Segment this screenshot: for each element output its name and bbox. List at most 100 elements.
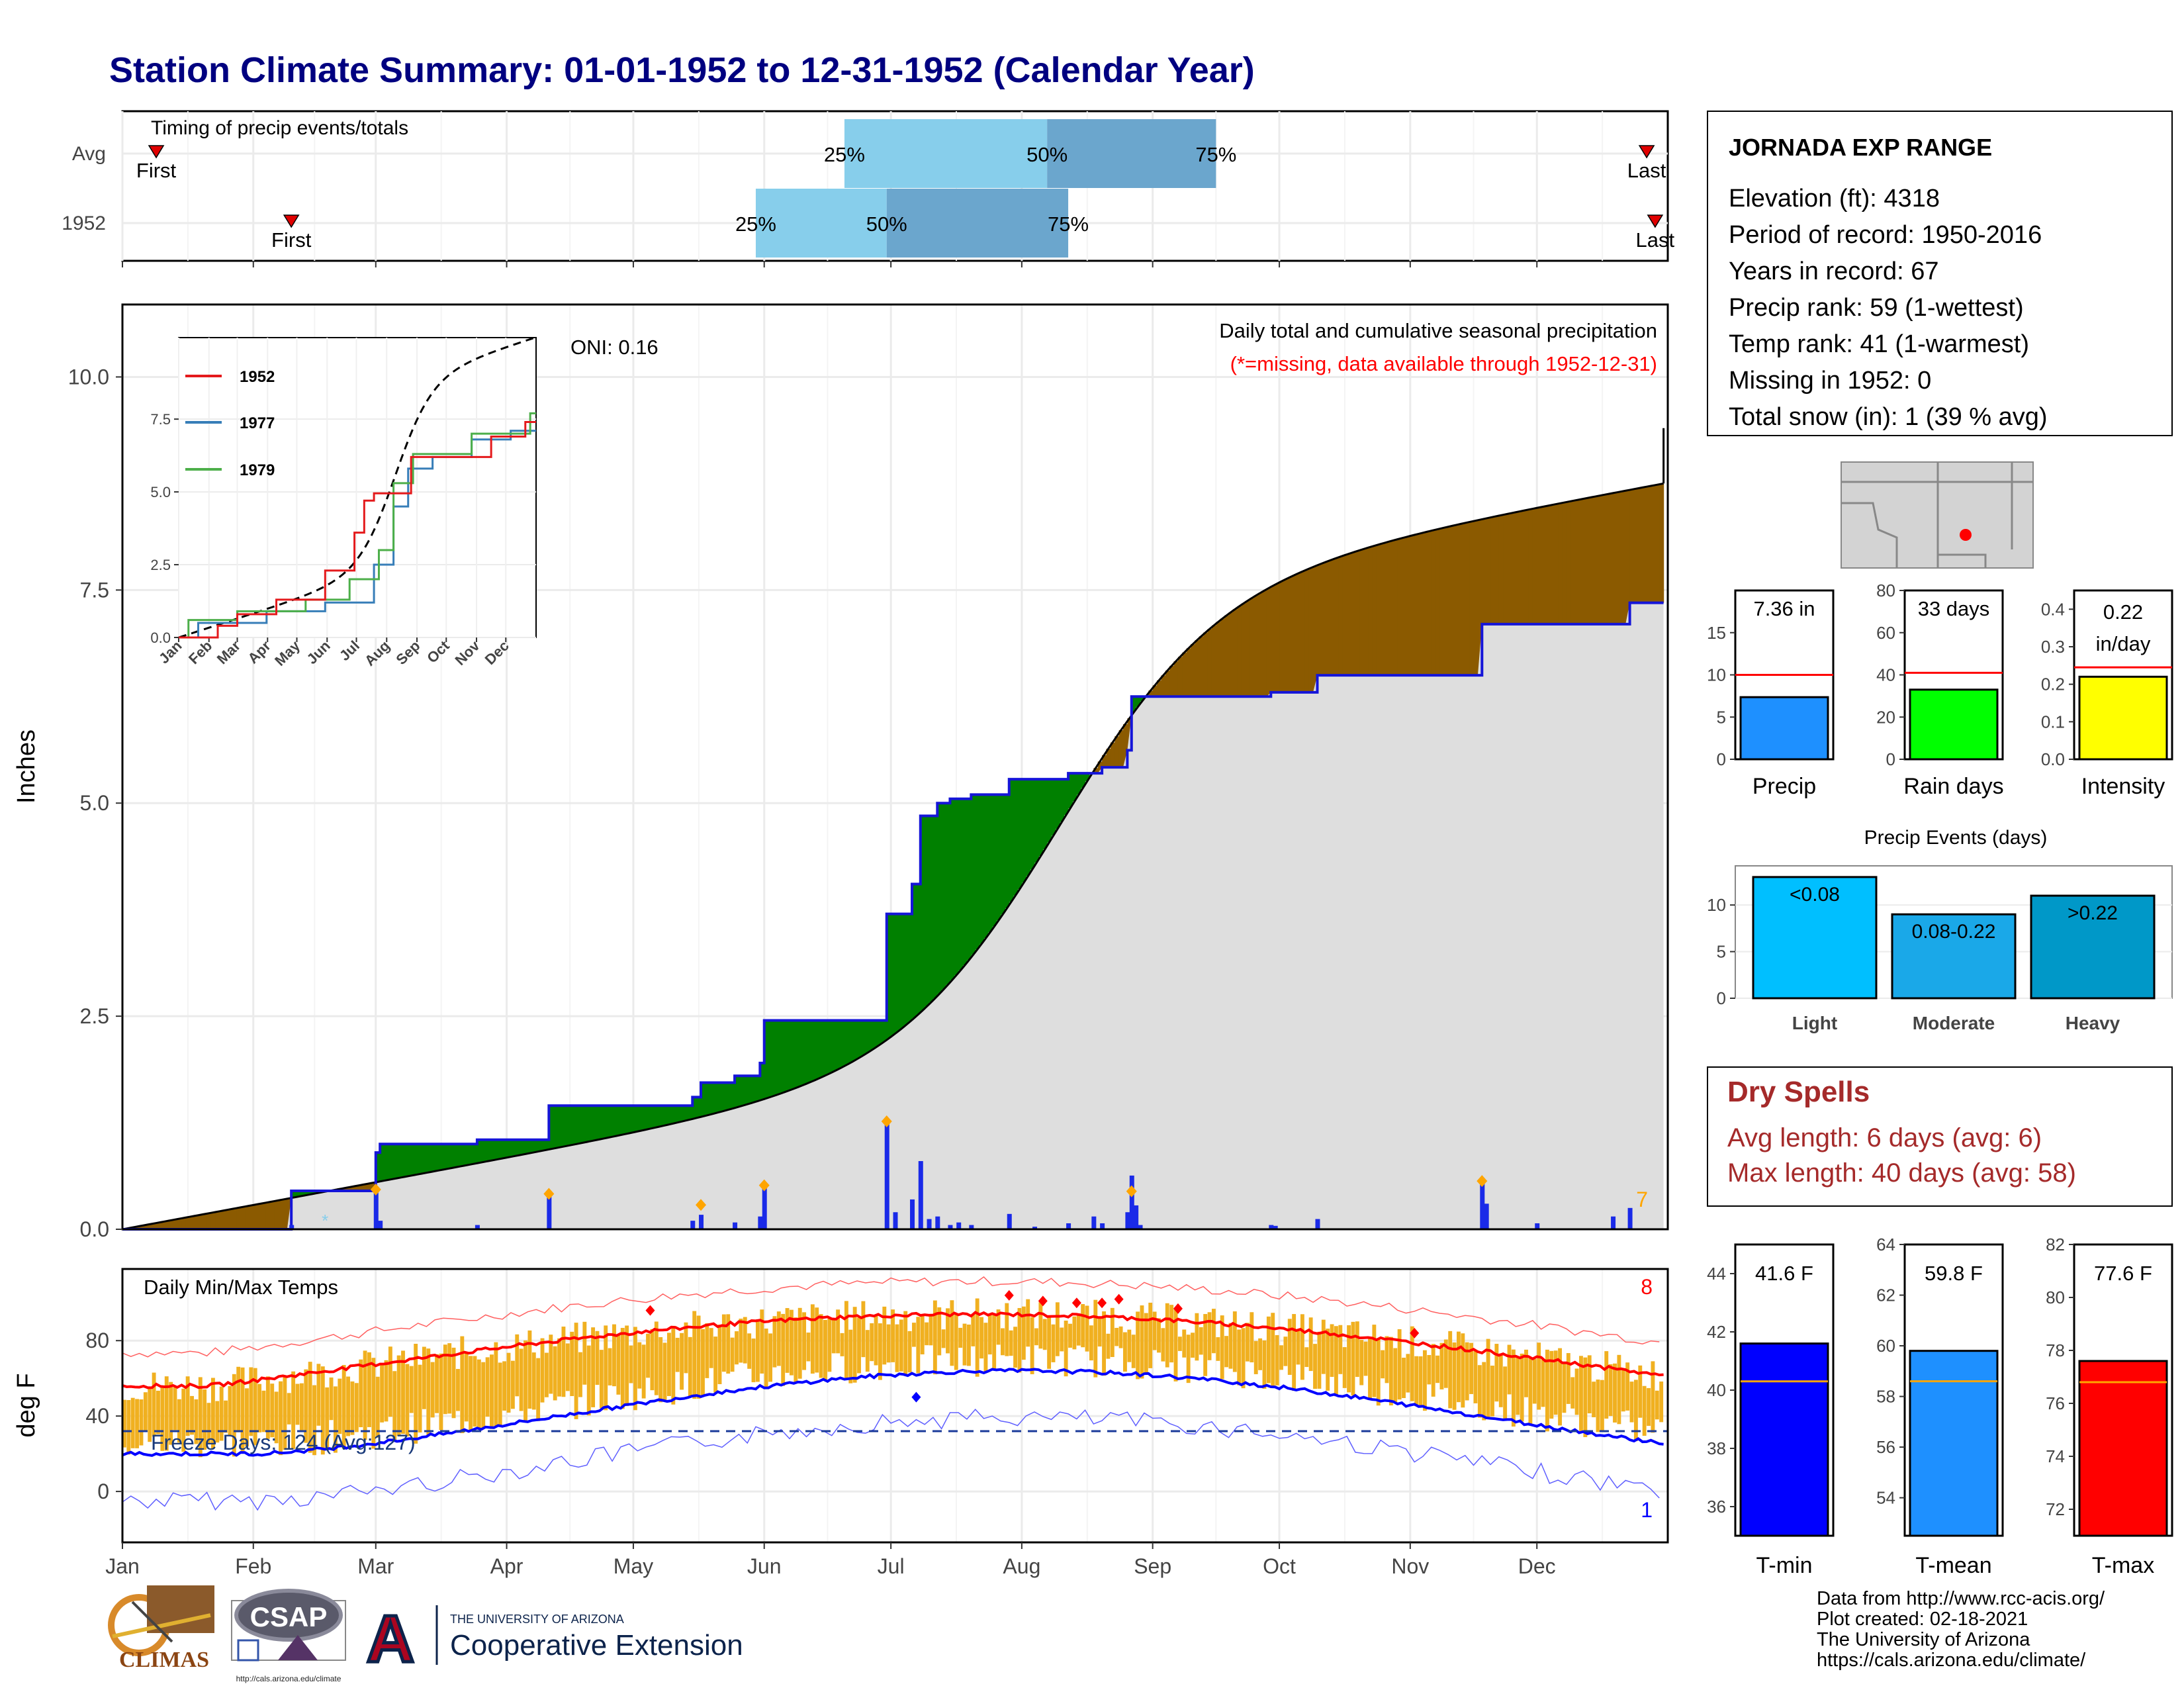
- precip-diff-band: [401, 1144, 406, 1178]
- daily-precip-bar: [1032, 1227, 1038, 1229]
- precip-diff-band: [599, 1105, 604, 1139]
- daily-precip-bar: [1100, 1223, 1105, 1229]
- precip-diff-band: [531, 1139, 537, 1152]
- precip-diff-band: [1651, 485, 1656, 603]
- precip-diff-band: [1524, 510, 1529, 624]
- daily-temp-range-bar: [185, 1376, 190, 1436]
- precip-diff-band: [561, 1105, 567, 1147]
- daily-temp-range-bar: [1477, 1365, 1482, 1418]
- precip-diff-band: [1334, 558, 1339, 676]
- daily-temp-range-bar: [130, 1397, 135, 1448]
- precip-diff-band: [966, 798, 972, 961]
- precip-diff-band: [1140, 696, 1145, 702]
- daily-temp-range-bar: [629, 1345, 633, 1383]
- precip-diff-band: [510, 1139, 516, 1156]
- precip-diff-band: [1608, 493, 1614, 624]
- daily-temp-range-bar: [1283, 1336, 1288, 1366]
- precip-diff-band: [933, 816, 938, 998]
- inset-ytick-label: 7.5: [150, 411, 171, 428]
- precip-diff-band: [907, 914, 913, 1022]
- daily-temp-range-bar: [666, 1333, 671, 1396]
- precip-diff-band: [190, 1216, 195, 1229]
- precip-diff-band: [1169, 665, 1175, 697]
- daily-temp-range-bar: [388, 1346, 392, 1417]
- precip-diff-band: [1228, 612, 1234, 697]
- daily-temp-range-bar: [1224, 1336, 1229, 1368]
- daily-temp-range-bar: [1503, 1366, 1508, 1419]
- daily-temp-range-bar: [1393, 1348, 1398, 1403]
- precip-diff-band: [717, 1082, 723, 1112]
- precip-diff-band: [341, 1188, 347, 1192]
- station-temp-rank: Temp rank: 41 (1-warmest): [1729, 330, 2029, 358]
- daily-temp-range-bar: [916, 1317, 921, 1374]
- daily-temp-range-bar: [1397, 1329, 1402, 1400]
- daily-temp-range-bar: [384, 1360, 388, 1422]
- daily-temp-range-bar: [1308, 1317, 1313, 1372]
- precip-value: 7.36 in: [1753, 597, 1815, 620]
- daily-temp-range-bar: [1524, 1349, 1528, 1397]
- daily-temp-range-bar: [743, 1317, 747, 1364]
- daily-temp-range-bar: [1169, 1305, 1174, 1363]
- events-bar-label: 0.08-0.22: [1912, 921, 1996, 943]
- daily-temp-range-bar: [1148, 1302, 1153, 1368]
- daily-temp-range-bar: [279, 1381, 283, 1456]
- daily-temp-range-bar: [1237, 1329, 1242, 1385]
- tmin-value: 41.6 F: [1755, 1262, 1813, 1285]
- precip-diff-band: [1604, 494, 1610, 624]
- precip-diff-band: [236, 1207, 242, 1229]
- heavy-event-diamond: [543, 1188, 555, 1200]
- month-axis: Jan Feb Mar Apr May Jun Jul Aug Sep Oct Nov Dec: [105, 1542, 1556, 1578]
- daily-temp-range-bar: [1633, 1380, 1638, 1442]
- precip-diff-band: [840, 1020, 845, 1068]
- precip-diff-band: [169, 1220, 174, 1229]
- timing-first-label: First: [271, 228, 312, 252]
- precip-diff-band: [946, 803, 951, 985]
- daily-temp-range-bar: [346, 1376, 351, 1436]
- precip-diff-band: [1047, 779, 1052, 843]
- daily-temp-range-bar: [954, 1313, 958, 1370]
- daily-temp-range-bar: [481, 1362, 486, 1429]
- intensity-value-2: in/day: [2096, 632, 2151, 655]
- daily-temp-range-bar: [1351, 1321, 1355, 1396]
- daily-temp-range-bar: [519, 1348, 523, 1411]
- precip-diff-band: [253, 1204, 258, 1229]
- daily-temp-range-bar: [498, 1362, 502, 1426]
- record-low-diamond: [911, 1391, 921, 1403]
- tmin-ytick-label: 44: [1707, 1264, 1726, 1284]
- daily-temp-range-bar: [1051, 1324, 1056, 1362]
- daily-temp-range-bar: [338, 1378, 342, 1434]
- precip-diff-band: [925, 816, 930, 1007]
- tmean-ytick-label: 54: [1876, 1488, 1895, 1508]
- precip-diff-band: [692, 1097, 698, 1119]
- daily-temp-range-bar: [224, 1400, 228, 1433]
- daily-temp-range-bar: [1482, 1362, 1486, 1421]
- precip-diff-band: [346, 1187, 351, 1192]
- daily-temp-range-bar: [156, 1390, 160, 1434]
- record-high-diamond: [1410, 1327, 1420, 1338]
- precip-diff-band: [1342, 555, 1347, 676]
- precip-diff-band: [747, 1076, 752, 1104]
- daily-precip-bar: [927, 1219, 932, 1229]
- precip-diff-band: [659, 1105, 664, 1127]
- precip-diff-band: [1017, 779, 1023, 890]
- precip-diff-band: [1503, 514, 1508, 624]
- precip-ytick-label: 10.0: [68, 365, 109, 389]
- precip-diff-band: [1359, 549, 1365, 676]
- daily-precip-bar: [948, 1225, 953, 1229]
- timing-quantile-label: 50%: [866, 212, 907, 236]
- daily-precip-bar: [1269, 1225, 1274, 1229]
- precip-diff-band: [1115, 736, 1120, 768]
- precip-diff-band: [1152, 685, 1158, 697]
- record-high-diamond: [1038, 1295, 1048, 1307]
- snow-marker: *: [322, 1211, 328, 1231]
- intensity-ytick-label: 0.3: [2041, 637, 2065, 657]
- daily-temp-range-bar: [831, 1319, 836, 1354]
- precip-diff-band: [1393, 539, 1398, 676]
- daily-temp-range-bar: [502, 1361, 507, 1411]
- daily-temp-range-bar: [1600, 1380, 1604, 1431]
- tmax-ytick-label: 72: [2046, 1499, 2065, 1519]
- daily-temp-range-bar: [966, 1324, 971, 1366]
- daily-temp-range-bar: [1144, 1313, 1148, 1374]
- precip-diff-band: [713, 1082, 719, 1113]
